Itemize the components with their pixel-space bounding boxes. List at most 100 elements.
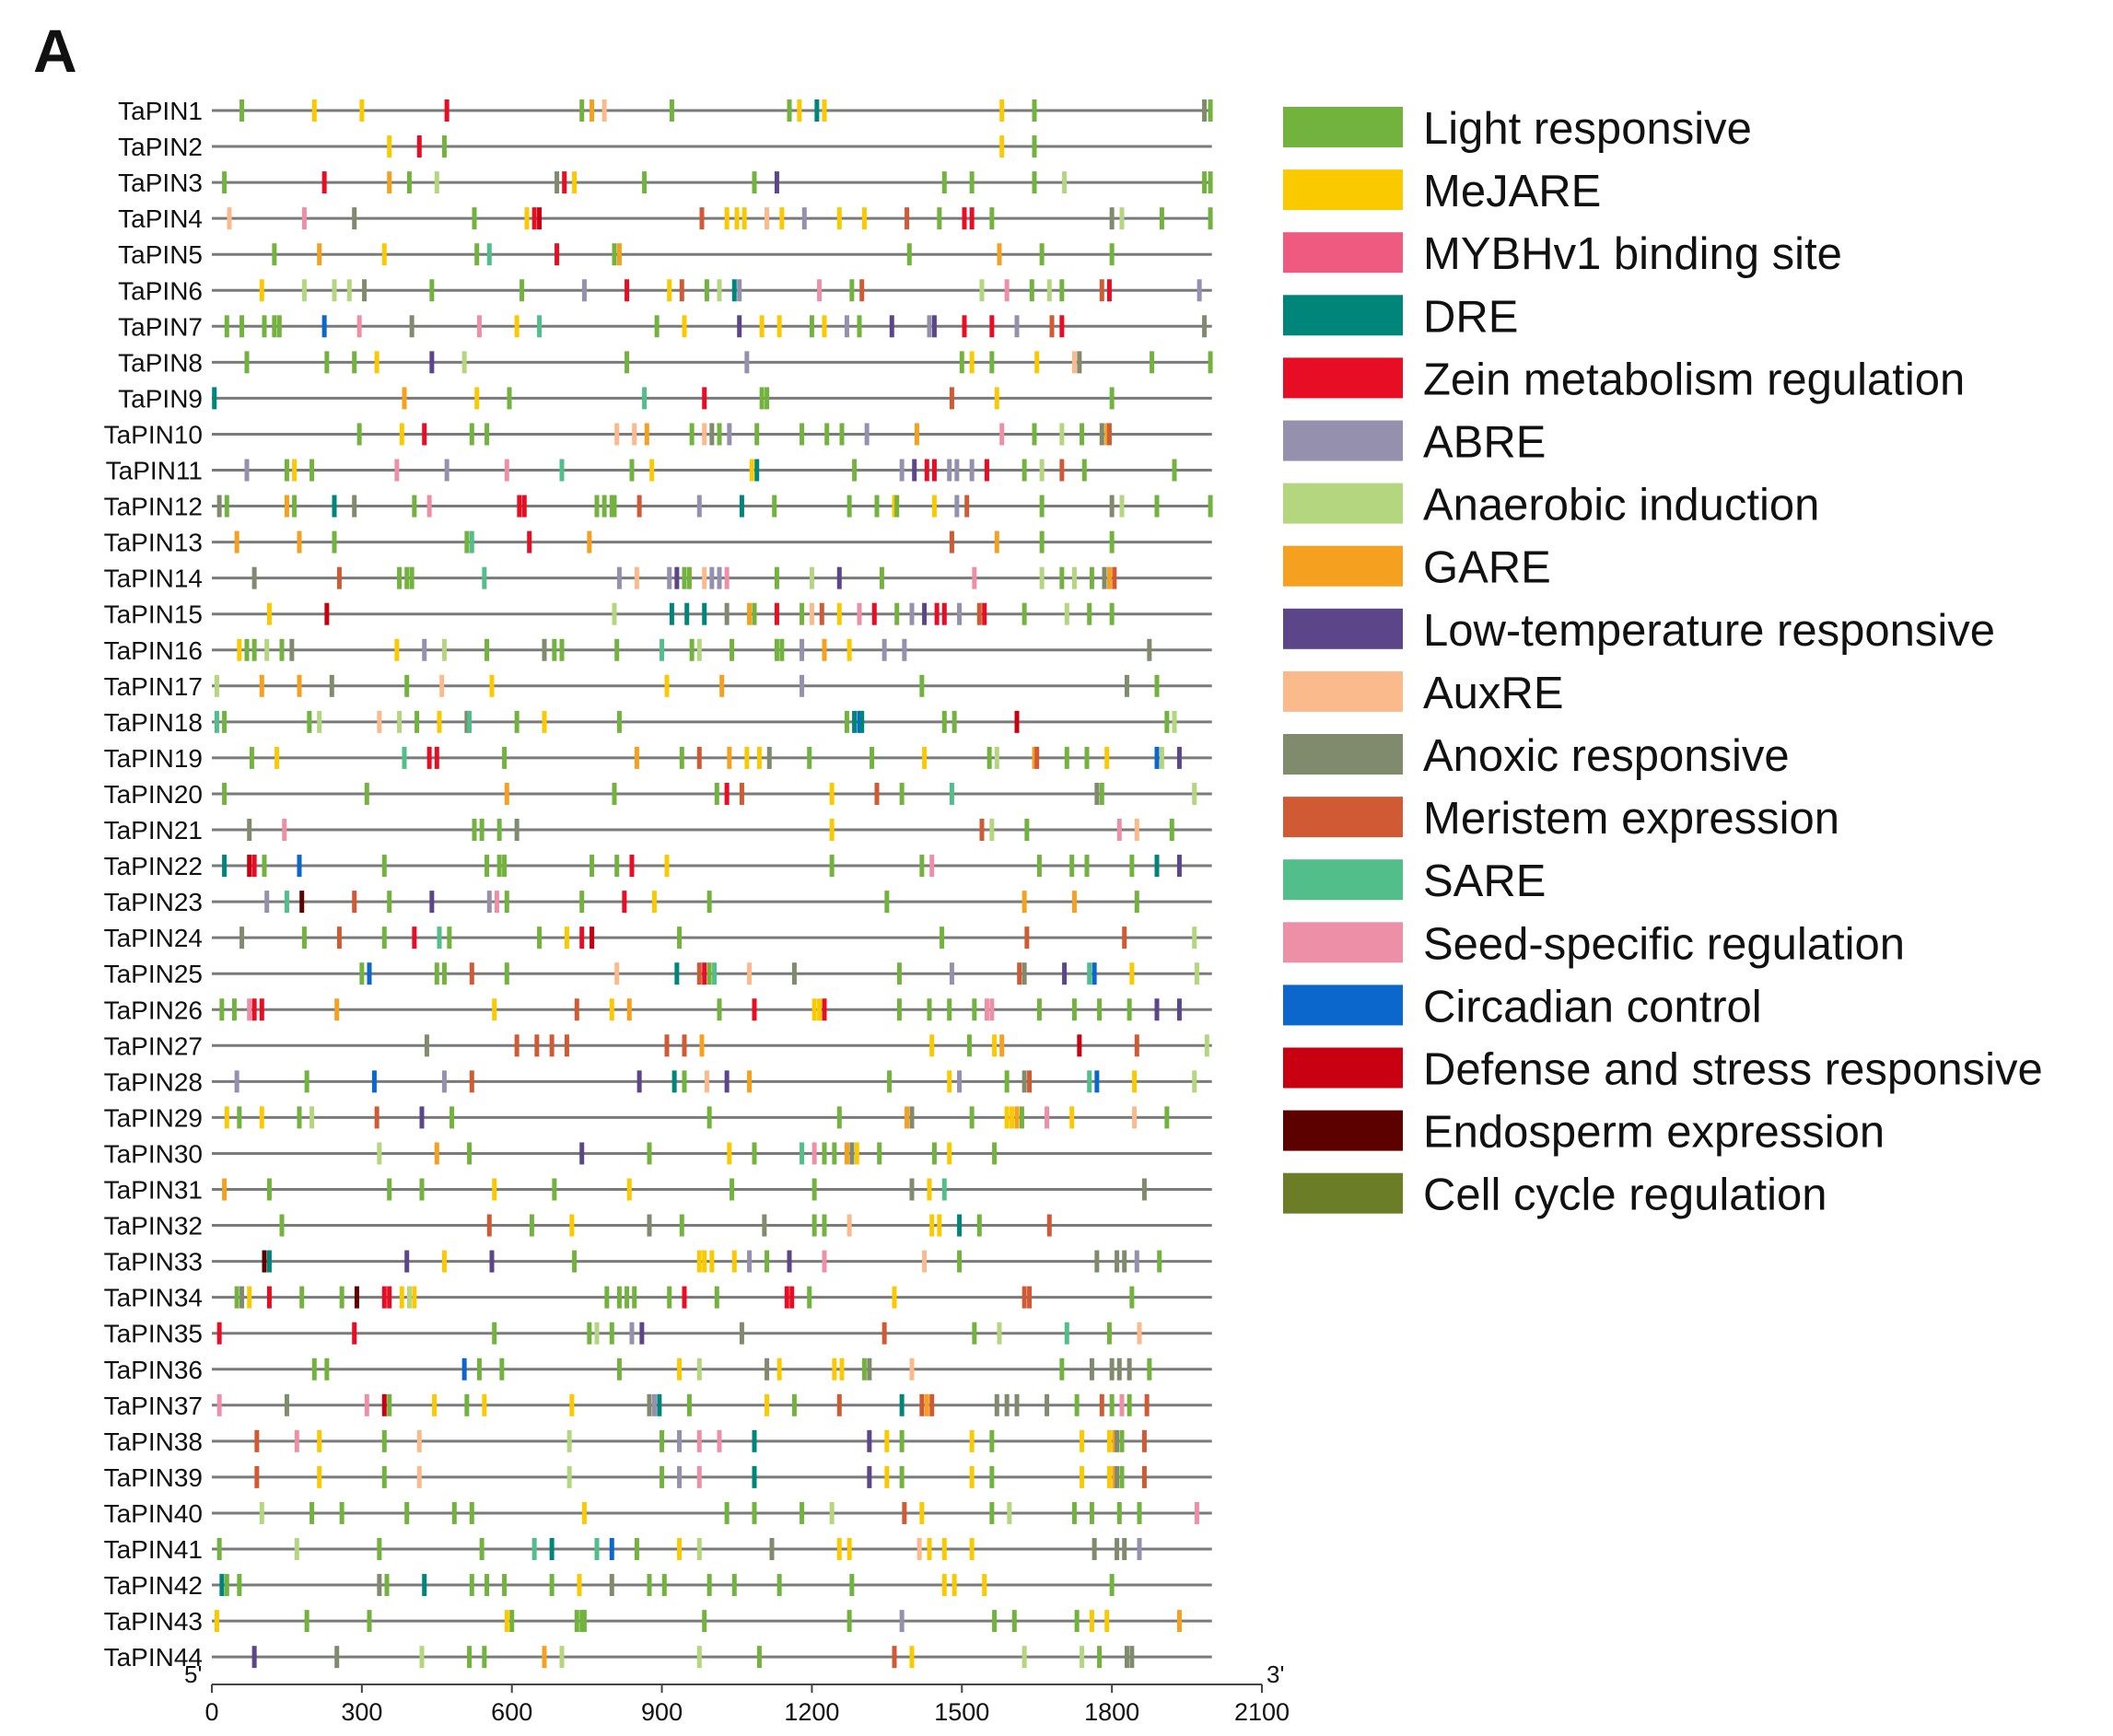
cis-element-mark bbox=[844, 1142, 849, 1165]
cis-element-mark bbox=[1137, 1322, 1142, 1345]
cis-element-mark bbox=[822, 1250, 827, 1273]
cis-element-mark bbox=[494, 891, 499, 914]
cis-element-mark bbox=[747, 962, 753, 985]
cis-element-mark bbox=[626, 1178, 632, 1201]
cis-element-mark bbox=[807, 746, 812, 769]
cis-element-mark bbox=[957, 602, 963, 625]
cis-element-mark bbox=[654, 315, 660, 338]
cis-element-mark bbox=[332, 530, 337, 553]
cis-element-mark bbox=[667, 566, 672, 589]
cis-element-mark bbox=[1087, 602, 1092, 625]
cis-element-mark bbox=[929, 855, 935, 878]
cis-element-mark bbox=[696, 1250, 702, 1273]
cis-element-mark bbox=[1129, 855, 1135, 878]
cis-element-mark bbox=[499, 1357, 505, 1381]
cis-element-mark bbox=[1127, 1393, 1132, 1416]
cis-element-mark bbox=[899, 1465, 905, 1488]
legend-swatch bbox=[1283, 357, 1403, 399]
cis-element-mark bbox=[324, 351, 330, 374]
cis-element-mark bbox=[976, 602, 982, 625]
legend-entry: Zein metabolism regulation bbox=[1283, 355, 1965, 404]
cis-element-mark bbox=[765, 1393, 770, 1416]
cis-element-mark bbox=[870, 746, 875, 769]
cis-element-mark bbox=[444, 459, 449, 482]
cis-element-mark bbox=[569, 1214, 575, 1237]
gene-label: TaPIN39 bbox=[104, 1463, 203, 1492]
cis-element-mark bbox=[682, 315, 687, 338]
cis-element-mark bbox=[504, 1610, 509, 1633]
cis-element-mark bbox=[1122, 1250, 1127, 1273]
cis-element-mark bbox=[660, 638, 665, 661]
gene-row: TaPIN3 bbox=[118, 169, 1213, 197]
gene-label: TaPIN11 bbox=[106, 457, 203, 485]
cis-element-mark bbox=[1119, 1429, 1125, 1452]
cis-element-mark bbox=[616, 566, 622, 589]
cis-element-mark bbox=[1087, 962, 1092, 985]
cis-element-mark bbox=[294, 1538, 299, 1560]
cis-element-mark bbox=[927, 1178, 932, 1201]
gene-row: TaPIN40 bbox=[104, 1499, 1212, 1528]
gene-row: TaPIN42 bbox=[104, 1571, 1212, 1600]
gene-row: TaPIN9 bbox=[118, 384, 1212, 413]
legend-label: Cell cycle regulation bbox=[1423, 1171, 1827, 1220]
cis-element-mark bbox=[289, 638, 295, 661]
cis-element-mark bbox=[679, 746, 684, 769]
gene-row: TaPIN34 bbox=[104, 1284, 1212, 1312]
cis-element-mark bbox=[766, 746, 772, 769]
cis-element-mark bbox=[706, 891, 712, 914]
cis-element-mark bbox=[429, 891, 435, 914]
cis-element-mark bbox=[916, 1538, 922, 1560]
cis-element-mark bbox=[352, 1322, 357, 1345]
cis-element-mark bbox=[969, 1429, 975, 1452]
cis-element-mark bbox=[696, 746, 702, 769]
cis-element-mark bbox=[731, 1574, 737, 1597]
cis-element-mark bbox=[791, 1393, 797, 1416]
cis-element-mark bbox=[839, 1357, 845, 1381]
cis-element-mark bbox=[859, 279, 865, 302]
gene-label: TaPIN15 bbox=[104, 600, 203, 629]
cis-element-mark bbox=[276, 315, 282, 338]
legend-entry: ABRE bbox=[1283, 418, 1546, 468]
cis-element-mark bbox=[924, 1393, 929, 1416]
cis-element-mark bbox=[1172, 710, 1177, 733]
cis-element-mark bbox=[1106, 1429, 1112, 1452]
gene-label: TaPIN12 bbox=[104, 493, 203, 521]
cis-element-mark bbox=[902, 1501, 907, 1524]
cis-element-mark bbox=[752, 998, 757, 1021]
cis-element-mark bbox=[972, 1322, 977, 1345]
cis-element-mark bbox=[622, 891, 627, 914]
cis-element-mark bbox=[667, 1286, 672, 1309]
cis-element-mark bbox=[1021, 1646, 1027, 1669]
cis-element-mark bbox=[909, 1357, 915, 1381]
cis-element-mark bbox=[222, 171, 228, 194]
cis-element-mark bbox=[555, 243, 560, 266]
cis-element-mark bbox=[954, 495, 960, 518]
cis-element-mark bbox=[739, 1322, 744, 1345]
cis-element-mark bbox=[1014, 315, 1020, 338]
cis-element-mark bbox=[664, 855, 670, 878]
cis-element-mark bbox=[579, 891, 585, 914]
legend-swatch bbox=[1283, 169, 1403, 211]
cis-element-mark bbox=[636, 1070, 642, 1093]
cis-element-mark bbox=[254, 1465, 260, 1488]
cis-element-mark bbox=[1119, 495, 1125, 518]
gene-row: TaPIN37 bbox=[104, 1392, 1212, 1420]
cis-element-mark bbox=[817, 279, 823, 302]
cis-element-mark bbox=[664, 1034, 670, 1057]
cis-element-mark bbox=[1144, 1393, 1150, 1416]
cis-element-mark bbox=[397, 710, 403, 733]
cis-element-mark bbox=[689, 423, 695, 446]
cis-element-mark bbox=[1124, 674, 1129, 697]
cis-element-mark bbox=[309, 1501, 315, 1524]
cis-element-mark bbox=[929, 1034, 935, 1057]
cis-element-mark bbox=[264, 638, 270, 661]
cis-element-mark bbox=[614, 855, 620, 878]
cis-element-mark bbox=[1071, 998, 1077, 1021]
cis-element-mark bbox=[432, 1393, 438, 1416]
cis-element-mark bbox=[251, 998, 257, 1021]
cis-element-mark bbox=[994, 530, 999, 553]
cis-element-mark bbox=[902, 638, 907, 661]
cis-element-mark bbox=[537, 926, 543, 950]
cis-element-mark bbox=[1147, 1357, 1152, 1381]
cis-element-mark bbox=[1124, 1646, 1129, 1669]
